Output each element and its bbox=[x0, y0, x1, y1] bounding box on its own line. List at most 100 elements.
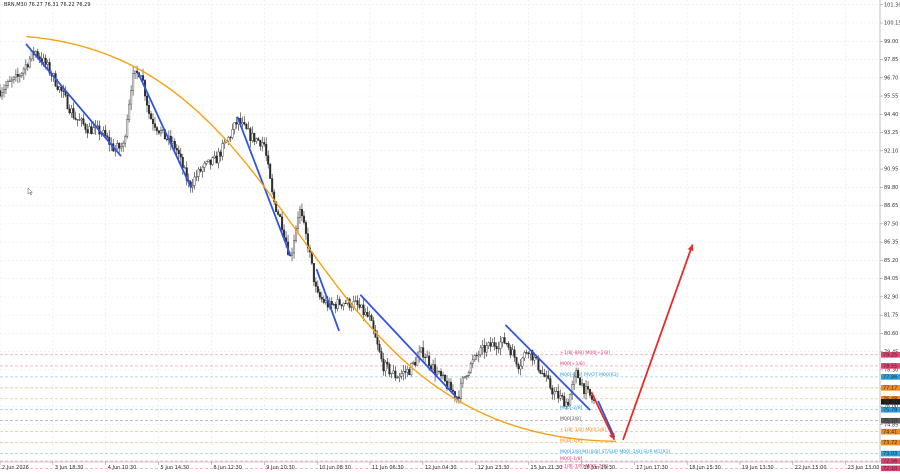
time-axis[interactable]: 2 Jun 2026 3 Jun 18:30 4 Jun 10:30 5 Jun 14… bbox=[0, 462, 879, 471]
candle-body bbox=[440, 371, 443, 377]
candle-body bbox=[271, 178, 274, 193]
candle-body bbox=[245, 124, 248, 129]
level-label: M00[-1/8] bbox=[560, 438, 583, 444]
candle-body bbox=[318, 291, 321, 298]
candle-body bbox=[420, 347, 423, 353]
y-tick-label: 94.40 bbox=[884, 112, 898, 118]
trend-lines bbox=[25, 43, 616, 438]
candle-body bbox=[120, 146, 123, 149]
candle-body bbox=[412, 362, 415, 364]
candle-body bbox=[571, 384, 574, 395]
candle-body bbox=[241, 122, 244, 125]
candle-body bbox=[549, 378, 552, 389]
candle-body bbox=[279, 214, 282, 217]
level-tag bbox=[881, 439, 900, 446]
candle-body bbox=[44, 57, 47, 65]
arrow-shaft bbox=[590, 391, 616, 441]
candle-body bbox=[507, 343, 510, 348]
candle-body bbox=[255, 138, 258, 142]
candle-body bbox=[461, 377, 464, 384]
candle-body bbox=[463, 376, 466, 379]
candle-body bbox=[567, 401, 570, 406]
arc-path bbox=[26, 35, 617, 443]
arrow-head bbox=[608, 433, 615, 440]
candle-body bbox=[583, 383, 586, 394]
candle-body bbox=[171, 141, 174, 144]
candle-body bbox=[46, 62, 49, 65]
current-price-label: 76.29 bbox=[883, 399, 897, 405]
level-tag bbox=[881, 458, 900, 464]
candle-body bbox=[531, 350, 534, 361]
candle-body bbox=[38, 56, 41, 59]
candle-body bbox=[201, 166, 204, 172]
candle-body bbox=[408, 369, 411, 376]
candle-body bbox=[569, 393, 572, 406]
candle-body bbox=[68, 108, 71, 114]
candle-body bbox=[195, 176, 198, 178]
candle-body bbox=[265, 143, 268, 156]
trend-line bbox=[359, 294, 459, 400]
current-price-tag bbox=[881, 399, 900, 405]
y-tick-label: 99.00 bbox=[884, 39, 898, 45]
candle-body bbox=[445, 380, 448, 389]
candle-body bbox=[8, 80, 11, 82]
candle-body bbox=[130, 90, 133, 105]
candle-body bbox=[378, 344, 381, 352]
candle-body bbox=[102, 130, 105, 134]
candle-body bbox=[489, 342, 492, 347]
candle-body bbox=[465, 375, 468, 377]
candle-body bbox=[116, 143, 119, 150]
candle-body bbox=[18, 75, 21, 77]
candle-body bbox=[513, 349, 516, 358]
candle-body bbox=[426, 355, 429, 358]
candle-body bbox=[155, 127, 158, 131]
candle-body bbox=[432, 364, 435, 370]
x-tick-label: 18 Jun 15:30 bbox=[689, 465, 721, 471]
level-label: M00[-2/8] bbox=[560, 405, 583, 411]
candle-body bbox=[499, 341, 502, 349]
candle-body bbox=[269, 164, 272, 179]
candle-body bbox=[90, 126, 93, 134]
candle-body bbox=[56, 85, 59, 90]
candle-body bbox=[388, 363, 391, 375]
candle-body bbox=[370, 315, 373, 321]
candle-body bbox=[197, 168, 200, 177]
candle-body bbox=[557, 390, 560, 399]
y-tick-label: 84.05 bbox=[884, 276, 898, 282]
candle-body bbox=[523, 352, 526, 359]
candle-body bbox=[14, 74, 17, 78]
level-tag-label: 77.86 bbox=[883, 375, 897, 381]
candle-body bbox=[368, 315, 371, 317]
candle-body bbox=[128, 103, 131, 120]
candle-body bbox=[211, 157, 214, 165]
level-tag bbox=[881, 363, 900, 369]
candle-body bbox=[122, 143, 125, 147]
candle-body bbox=[406, 369, 409, 373]
y-tick-label: 101.30 bbox=[884, 2, 900, 8]
candle-body bbox=[577, 370, 580, 379]
candle-body bbox=[505, 342, 508, 344]
y-tick-label: 87.50 bbox=[884, 221, 898, 227]
y-tick-label: 74.85 bbox=[884, 422, 898, 428]
candle-body bbox=[66, 94, 69, 110]
y-tick-label: 96.70 bbox=[884, 75, 898, 81]
candle-body bbox=[70, 108, 73, 114]
level-label: M00[3/8] M1[8/8] ST/SUP M00[-1/8] SUP M1… bbox=[560, 449, 671, 455]
candle-body bbox=[545, 375, 548, 377]
candle-body bbox=[16, 74, 19, 77]
level-label: M00[3/8] bbox=[560, 416, 581, 422]
candle-body bbox=[519, 365, 522, 370]
x-tick-label: 17 Jun 17:30 bbox=[636, 465, 668, 471]
candle-body bbox=[2, 89, 5, 93]
candle-body bbox=[380, 351, 383, 360]
candle-body bbox=[424, 356, 427, 358]
candle-body bbox=[559, 395, 562, 399]
candle-body bbox=[396, 377, 399, 379]
x-tick-label: 3 Jun 18:30 bbox=[55, 465, 84, 471]
candle-body bbox=[573, 376, 576, 385]
price-tags: 79.2578.5577.8677.1776.4875.7975.1074.41… bbox=[881, 352, 900, 472]
level-tag-label: 78.55 bbox=[883, 364, 897, 370]
candle-body bbox=[185, 167, 188, 181]
candle-body bbox=[579, 377, 582, 386]
